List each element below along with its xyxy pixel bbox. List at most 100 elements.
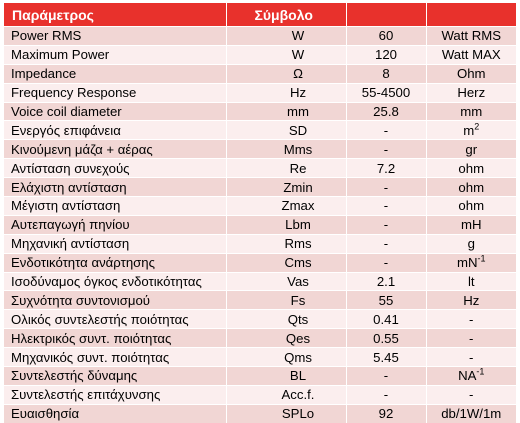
unit-cell: NA-1 (426, 366, 516, 386)
unit-text: g (467, 236, 475, 252)
header-row: Παράμετρος Σύμβολο (4, 3, 516, 27)
symbol-cell: Hz (226, 82, 347, 103)
value-cell: 7.2 (346, 158, 427, 178)
unit-text: - (469, 330, 474, 346)
unit-exponent: -1 (476, 367, 485, 378)
unit-cell: ohm (426, 196, 516, 216)
table-row: Ισοδύναμος όγκος ενδοτικότητας Vas 2.1 lt (4, 271, 516, 291)
table-row: Ελάχιστη αντίσταση Zmin - ohm (4, 177, 516, 197)
unit-text: m (463, 122, 475, 138)
table-row: Ενεργός επιφάνεια SD - m2 (4, 120, 516, 140)
symbol-cell: Re (226, 158, 347, 178)
table-row: Ενδοτικότητα ανάρτησης Cms - mN-1 (4, 252, 516, 273)
unit-text: NA (458, 368, 477, 384)
unit-cell: Herz (426, 82, 516, 103)
value-cell: 55 (346, 290, 427, 310)
unit-cell: Hz (426, 290, 516, 310)
value-cell: 0.41 (346, 309, 427, 329)
unit-cell: Ohm (426, 63, 516, 84)
table-row: Αυτεπαγωγή πηνίου Lbm - mH (4, 214, 516, 235)
value-cell: - (346, 233, 427, 254)
unit-text: gr (465, 141, 478, 157)
table-row: Power RMS W 60 Watt RMS (4, 26, 516, 46)
unit-cell: Watt RMS (426, 26, 516, 46)
table-body: Power RMS W 60 Watt RMS Maximum Power W 120 Wat… (4, 26, 516, 423)
parameter-name-cell: Frequency Response (4, 82, 227, 103)
parameter-name-cell: Ισοδύναμος όγκος ενδοτικότητας (4, 271, 227, 291)
value-cell: 2.1 (346, 271, 427, 291)
parameter-name-cell: Ηλεκτρικός συντ. ποιότητας (4, 328, 227, 348)
symbol-cell: Cms (226, 252, 347, 273)
symbol-cell: Mms (226, 139, 347, 159)
unit-text: mN (456, 255, 478, 271)
unit-text: Watt MAX (441, 47, 501, 63)
table-header: Παράμετρος Σύμβολο (4, 3, 516, 27)
unit-text: Ohm (456, 66, 486, 82)
unit-text: - (469, 311, 474, 327)
unit-cell: mH (426, 214, 516, 235)
unit-text: ohm (458, 160, 485, 176)
symbol-cell: Lbm (226, 214, 347, 235)
unit-cell: db/1W/1m (426, 403, 516, 423)
value-cell: 60 (346, 26, 427, 46)
table-row: Frequency Response Hz 55-4500 Herz (4, 82, 516, 103)
unit-text: Hz (463, 292, 480, 308)
symbol-cell: Rms (226, 233, 347, 254)
value-cell: - (346, 196, 427, 216)
table-row: Μέγιστη αντίσταση Zmax - ohm (4, 196, 516, 216)
unit-cell: m2 (426, 120, 516, 140)
value-cell: - (346, 139, 427, 159)
unit-cell: g (426, 233, 516, 254)
value-cell: 25.8 (346, 101, 427, 121)
value-cell: 0.55 (346, 328, 427, 348)
unit-cell: mm (426, 101, 516, 121)
value-cell: - (346, 120, 427, 140)
parameter-name-cell: Συντελεστής δύναμης (4, 366, 227, 386)
value-cell: - (346, 384, 427, 405)
symbol-cell: Fs (226, 290, 347, 310)
table-row: Voice coil diameter mm 25.8 mm (4, 101, 516, 121)
table-row: Ευαισθησία SPLo 92 db/1W/1m (4, 403, 516, 423)
table-row: Συντελεστής επιτάχυνσης Acc.f. - - (4, 384, 516, 405)
unit-text: Herz (457, 85, 486, 101)
unit-cell: - (426, 328, 516, 348)
parameter-name-cell: Μέγιστη αντίσταση (4, 196, 227, 216)
parameter-name-cell: Maximum Power (4, 44, 227, 65)
unit-cell: gr (426, 139, 516, 159)
parameter-name-cell: Αντίσταση συνεχούς (4, 158, 227, 178)
unit-cell: - (426, 384, 516, 405)
symbol-cell: BL (226, 366, 347, 386)
value-cell: 120 (346, 44, 427, 65)
parameters-table: Παράμετρος Σύμβολο Power RMS W 60 Watt RMS M… (4, 3, 516, 423)
value-cell: - (346, 366, 427, 386)
unit-cell: ohm (426, 177, 516, 197)
table-row: Αντίσταση συνεχούς Re 7.2 ohm (4, 158, 516, 178)
unit-text: - (469, 387, 474, 403)
unit-cell: Watt MAX (426, 44, 516, 65)
table-row: Συντελεστής δύναμης BL - NA-1 (4, 366, 516, 386)
parameter-name-cell: Ενεργός επιφάνεια (4, 120, 227, 140)
table-row: Μηχανική αντίσταση Rms - g (4, 233, 516, 254)
symbol-cell: Qes (226, 328, 347, 348)
symbol-cell: Vas (226, 271, 347, 291)
table-row: Ολικός συντελεστής ποιότητας Qts 0.41 - (4, 309, 516, 329)
parameter-name-cell: Ελάχιστη αντίσταση (4, 177, 227, 197)
unit-text: mH (460, 217, 482, 233)
value-cell: - (346, 252, 427, 273)
symbol-cell: Acc.f. (226, 384, 347, 405)
unit-exponent: -1 (477, 253, 486, 264)
symbol-cell: mm (226, 101, 347, 121)
symbol-cell: Ω (226, 63, 347, 84)
parameter-name-cell: Impedance (4, 63, 227, 84)
unit-text: mm (460, 104, 483, 119)
parameter-name-cell: Αυτεπαγωγή πηνίου (4, 214, 227, 235)
value-cell: - (346, 214, 427, 235)
header-unit (426, 3, 516, 27)
value-cell: 5.45 (346, 347, 427, 367)
value-cell: 92 (346, 403, 427, 423)
parameter-name-cell: Power RMS (4, 26, 227, 46)
unit-cell: - (426, 347, 516, 367)
unit-text: ohm (458, 198, 485, 214)
header-parameter: Παράμετρος (4, 3, 227, 27)
table-row: Κινούμενη μάζα + αέρας Mms - gr (4, 139, 516, 159)
